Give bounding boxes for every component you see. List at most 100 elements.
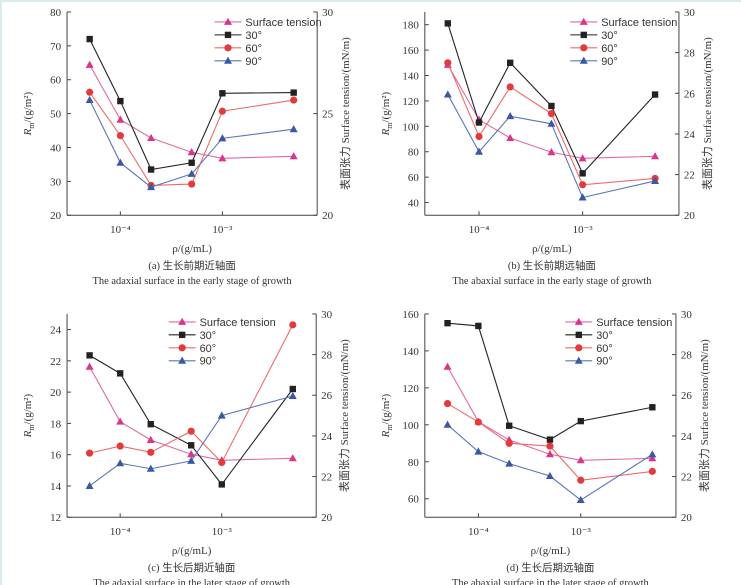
data-point xyxy=(579,170,586,177)
y2-tick-label: 28 xyxy=(321,350,332,362)
data-point xyxy=(218,481,225,488)
data-point xyxy=(648,467,656,475)
series-90° xyxy=(443,420,657,504)
y-tick-label: 12 xyxy=(50,512,61,524)
panel-c: 12 14 16 18 20 22 24 20 22 24 26 28 30 10⁻⁴ 10⁻³ρ/(g/m… xyxy=(22,309,351,585)
y-tick-label: 180 xyxy=(402,20,419,32)
y-tick-label: 60 xyxy=(408,172,419,184)
y-tick-label: 160 xyxy=(402,45,419,57)
y2-tick-label: 26 xyxy=(684,88,695,100)
data-point xyxy=(648,454,657,462)
data-point xyxy=(85,95,94,104)
y-tick-label: 100 xyxy=(402,121,419,133)
data-point xyxy=(85,481,94,489)
series-line xyxy=(89,64,294,159)
legend-label: 60° xyxy=(245,43,262,55)
legend-marker xyxy=(574,317,583,325)
series-line xyxy=(89,91,294,187)
y-tick-label: 80 xyxy=(50,7,61,19)
series-60° xyxy=(86,88,298,190)
data-point xyxy=(576,495,585,504)
y-tick-label: 70 xyxy=(50,41,61,53)
x-tick-label: 10⁻³ xyxy=(212,526,233,538)
legend-entry: 60° xyxy=(214,43,262,55)
y-axis-label: Rm/(g/m²) xyxy=(380,91,394,136)
series-30° xyxy=(444,20,659,177)
y-tick-label: 140 xyxy=(402,70,419,82)
y-label-unit: /(g/m²) xyxy=(22,393,34,424)
data-point xyxy=(290,89,297,96)
data-point xyxy=(651,176,660,184)
legend-label: 30° xyxy=(596,330,613,342)
data-point xyxy=(579,181,587,189)
y-tick-label: 18 xyxy=(50,418,61,430)
y-tick-label: 120 xyxy=(402,96,419,108)
y2-tick-label: 28 xyxy=(681,350,692,362)
data-point xyxy=(474,418,482,426)
data-point xyxy=(218,458,226,467)
y2-tick-label: 24 xyxy=(321,431,332,443)
series-line xyxy=(89,366,293,461)
legend-label: 60° xyxy=(596,343,613,355)
legend-entry: Surface tension xyxy=(214,17,322,29)
series-90° xyxy=(85,95,298,191)
data-point xyxy=(289,321,297,329)
legend-marker xyxy=(224,17,232,25)
y2-tick-label: 30 xyxy=(321,309,332,321)
y-tick-label: 50 xyxy=(50,109,61,121)
caption-en: The abaxial surface in the early stage o… xyxy=(452,276,652,287)
data-point xyxy=(444,20,451,27)
data-point xyxy=(577,417,584,425)
data-point xyxy=(116,132,124,140)
data-point xyxy=(545,471,554,480)
data-point xyxy=(443,399,452,408)
data-point xyxy=(86,88,94,96)
data-point xyxy=(187,148,196,156)
data-point xyxy=(146,435,155,443)
series-90° xyxy=(85,391,297,489)
y-label-unit: /(g/m²) xyxy=(22,91,34,122)
series-30° xyxy=(444,319,656,443)
y-label-symbol: R xyxy=(22,128,34,136)
data-point xyxy=(187,450,196,458)
caption-en: The adaxial surface in the early stage o… xyxy=(93,276,293,287)
y2-tick-label: 30 xyxy=(681,309,692,321)
series-line xyxy=(447,94,656,199)
y-tick-label: 80 xyxy=(408,457,419,469)
data-point xyxy=(289,125,298,133)
y2-tick-label: 24 xyxy=(681,431,692,443)
caption-en: The abaxial surface in the later stage o… xyxy=(452,578,650,585)
data-point xyxy=(649,404,656,411)
x-tick-label: 10⁻³ xyxy=(573,224,594,236)
data-point xyxy=(289,152,298,160)
data-point xyxy=(188,159,195,166)
data-point xyxy=(443,90,452,98)
legend-label: Surface tension xyxy=(200,317,276,329)
legend-entry: 60° xyxy=(565,343,613,355)
series-line xyxy=(447,403,653,481)
data-point xyxy=(188,180,196,188)
y2-tick-label: 24 xyxy=(684,129,695,141)
y-tick-label: 14 xyxy=(50,481,61,493)
legend-label: 30° xyxy=(601,30,618,42)
legend-marker xyxy=(224,56,232,64)
legend-entry: Surface tension xyxy=(168,317,276,329)
data-point xyxy=(547,148,556,156)
y2-axis-label: 表面张力 Surface tension/(mN/m) xyxy=(337,339,351,492)
y2-tick-label: 28 xyxy=(684,48,695,60)
data-point xyxy=(506,83,514,91)
y-tick-label: 60 xyxy=(50,75,61,87)
data-point xyxy=(547,119,556,127)
y2-tick-label: 20 xyxy=(322,210,333,222)
legend-entry: 90° xyxy=(570,56,618,68)
y2-tick-label: 22 xyxy=(681,472,692,484)
caption-en: The adaxial surface in the later stage o… xyxy=(93,578,291,585)
y-tick-label: 140 xyxy=(402,346,419,358)
data-point xyxy=(187,427,195,435)
panel-b: 40 60 80 100 120 140 160 180 20 22 24 26 28 30 10⁻⁴ 10⁻… xyxy=(380,7,714,287)
legend-entry: 60° xyxy=(168,343,216,355)
series-line xyxy=(447,23,656,175)
legend-marker xyxy=(579,17,588,25)
data-point xyxy=(218,154,227,162)
y-label-symbol: R xyxy=(22,430,34,438)
